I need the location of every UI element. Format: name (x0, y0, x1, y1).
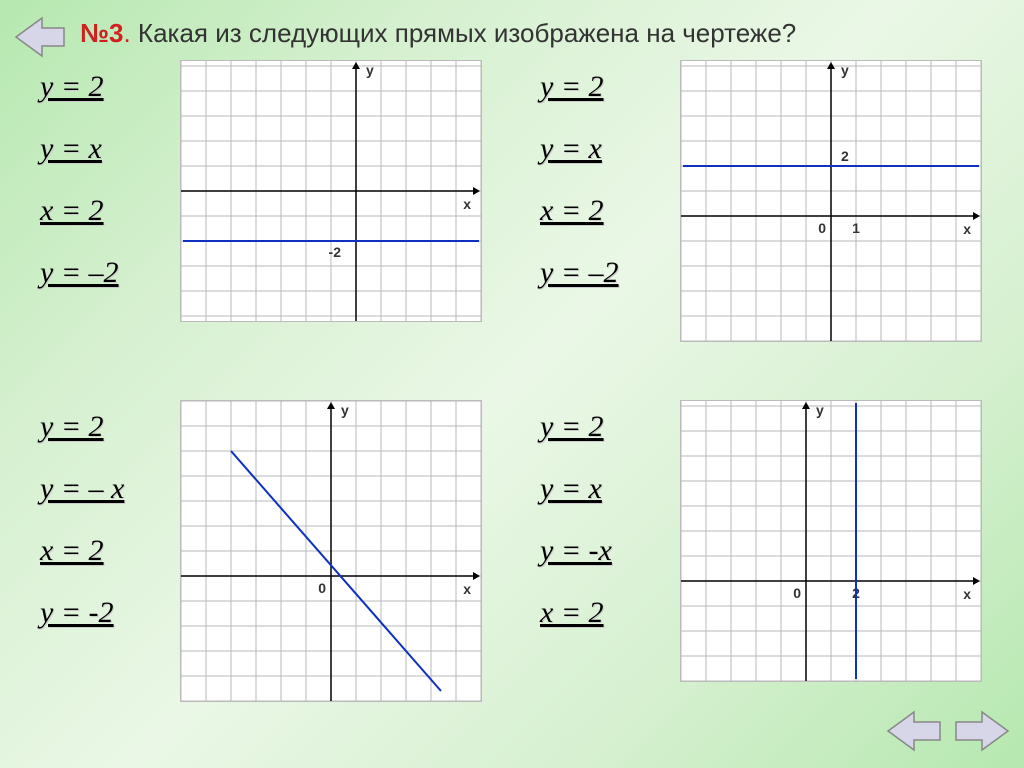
question-text: Какая из следующих прямых изображена на … (138, 18, 796, 48)
question-title: №3. Какая из следующих прямых изображена… (80, 18, 796, 49)
answer-options: у = 2 у = х х = 2 у = –2 (520, 70, 670, 290)
answer-option[interactable]: х = 2 (20, 534, 170, 568)
answer-option[interactable]: х = 2 (20, 194, 170, 228)
svg-text:у: у (816, 402, 824, 418)
chart: х у 0 (180, 400, 482, 702)
answer-option[interactable]: у = 2 (20, 410, 170, 444)
answer-option[interactable]: у = 2 (520, 410, 670, 444)
answer-option[interactable]: у = х (520, 472, 670, 506)
svg-text:у: у (366, 62, 374, 78)
svg-text:х: х (963, 586, 971, 602)
back-button[interactable] (14, 14, 66, 60)
answer-options: у = 2 у = х х = 2 у = –2 (20, 70, 170, 290)
answer-option[interactable]: у = -х (520, 534, 670, 568)
slide-page: №3. Какая из следующих прямых изображена… (0, 0, 1024, 768)
answer-option[interactable]: у = х (520, 132, 670, 166)
panel-1: у = 2 у = х х = 2 у = –2 х у -2 (20, 60, 500, 380)
chart: х у 2 0 1 (680, 60, 982, 342)
next-button[interactable] (952, 706, 1012, 756)
svg-text:-2: -2 (329, 244, 342, 260)
answer-option[interactable]: у = –2 (520, 256, 670, 290)
answer-option[interactable]: у = – х (20, 472, 170, 506)
answer-options: у = 2 у = х у = -х х = 2 (520, 410, 670, 630)
answer-option[interactable]: у = 2 (520, 70, 670, 104)
answer-option[interactable]: х = 2 (520, 596, 670, 630)
svg-text:2: 2 (841, 148, 849, 164)
prev-button[interactable] (884, 706, 944, 756)
svg-text:х: х (463, 196, 471, 212)
svg-text:1: 1 (852, 220, 860, 236)
answer-option[interactable]: у = х (20, 132, 170, 166)
answer-options: у = 2 у = – х х = 2 у = -2 (20, 410, 170, 630)
svg-text:0: 0 (318, 580, 326, 596)
svg-text:х: х (463, 581, 471, 597)
answer-option[interactable]: у = 2 (20, 70, 170, 104)
svg-text:х: х (963, 221, 971, 237)
svg-text:у: у (341, 402, 349, 418)
chart: ху02 (680, 400, 982, 682)
question-number: №3 (80, 18, 123, 48)
svg-text:0: 0 (818, 220, 826, 236)
panel-4: у = 2у = ху = -хх = 2ху02 (520, 400, 1000, 720)
panel-2: у = 2 у = х х = 2 у = –2 х у 2 0 1 (520, 60, 1000, 380)
answer-option[interactable]: х = 2 (520, 194, 670, 228)
panel-3: у = 2 у = – х х = 2 у = -2 х у 0 (20, 400, 500, 720)
chart: х у -2 (180, 60, 482, 322)
svg-text:0: 0 (793, 585, 801, 601)
answer-option[interactable]: у = –2 (20, 256, 170, 290)
answer-option[interactable]: у = -2 (20, 596, 170, 630)
svg-text:у: у (841, 62, 849, 78)
